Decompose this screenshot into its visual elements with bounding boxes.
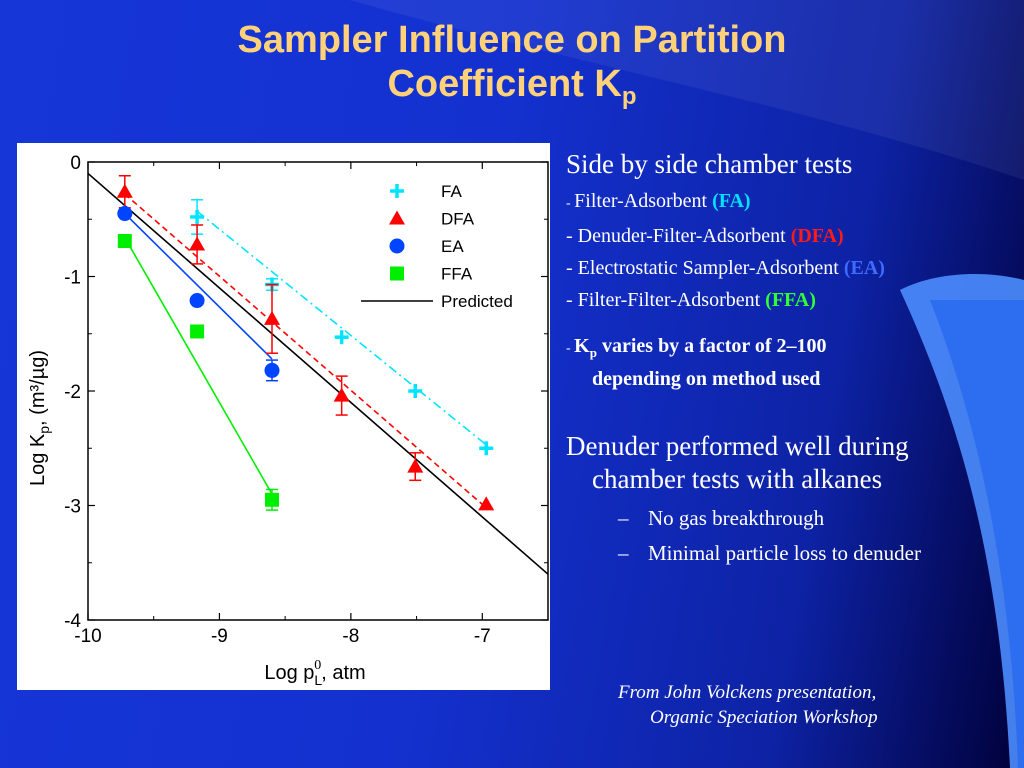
series-points — [116, 174, 495, 511]
point-dfa — [264, 310, 280, 325]
legend-label-predicted: Predicted — [441, 292, 513, 311]
title-line-2: Coefficient Kp — [150, 62, 874, 119]
x-axis-label-unit: , atm — [321, 662, 365, 684]
point-dfa — [333, 387, 350, 402]
point-ea — [117, 206, 133, 222]
plot-frame — [87, 161, 549, 621]
y-axis-label: Log Kp, (m³/µg) — [27, 350, 52, 486]
method-ea: - Electrostatic Sampler-Adsorbent (EA) — [566, 257, 885, 279]
x-tick-label: -9 — [211, 626, 228, 647]
tag-ea: (EA) — [843, 257, 885, 279]
point-fa — [190, 209, 205, 224]
sub-item-gas: – No gas breakthrough — [618, 506, 825, 530]
axis-ticks: -10 -9 -8 -7 0 -1 -2 -3 -4 — [64, 153, 548, 647]
y-tick-label: 0 — [70, 153, 81, 174]
sub-item-particle: – Minimal particle loss to denuder — [618, 541, 921, 565]
plot-border — [87, 161, 549, 621]
point-ffa — [265, 492, 279, 507]
denuder-note: Denuder performed well during chamber te… — [566, 431, 909, 494]
point-ea — [264, 362, 280, 378]
fit-line-ea — [124, 212, 273, 360]
bullet-list: Side by side chamber tests - Filter-Adso… — [566, 146, 1022, 566]
legend-label-dfa: DFA — [441, 210, 475, 229]
legend-marker-ffa — [390, 266, 404, 281]
point-dfa — [407, 458, 424, 473]
y-axis-label-sub: p — [36, 426, 52, 434]
method-ffa: - Filter-Filter-Adsorbent (FFA) — [566, 289, 816, 311]
point-ffa — [117, 234, 132, 249]
fit-line-predicted — [87, 172, 549, 575]
point-fa — [334, 330, 349, 345]
legend-marker-ea — [389, 238, 405, 254]
y-tick-label: -3 — [64, 497, 81, 518]
y-axis-label-unit: , (m³/µg) — [27, 350, 49, 426]
fit-line-fa — [196, 210, 487, 446]
tag-fa: (FA) — [712, 190, 751, 212]
legend-marker-fa — [390, 184, 404, 198]
kp-note: - Kp varies by a factor of 2–100 dependi… — [566, 335, 827, 390]
source-note: From John Volckens presentation, Organic… — [618, 682, 878, 728]
title-kp-subscript: p — [621, 83, 637, 110]
x-tick-label: -8 — [342, 626, 359, 647]
legend-label-ffa: FFA — [441, 265, 473, 284]
point-ffa — [190, 324, 205, 339]
x-tick-label: -7 — [474, 626, 491, 647]
chart-panel: -10 -9 -8 -7 0 -1 -2 -3 -4 FA DFA EA FFA Predicted L… — [17, 143, 550, 690]
series-lines — [87, 172, 549, 575]
y-tick-label: -2 — [64, 382, 81, 403]
point-fa — [408, 384, 423, 398]
fit-line-ffa — [124, 237, 273, 495]
slide-title: Sampler Influence on Partition Coefficie… — [150, 18, 874, 119]
x-tick-label: -10 — [74, 626, 101, 647]
y-tick-label: -1 — [64, 268, 81, 289]
chart: -10 -9 -8 -7 0 -1 -2 -3 -4 FA DFA EA FFA Predicted L… — [27, 153, 549, 688]
point-dfa — [189, 236, 206, 251]
fit-line-dfa — [124, 193, 487, 509]
legend: FA DFA EA FFA Predicted — [361, 182, 513, 311]
bullets-heading: Side by side chamber tests — [566, 149, 853, 179]
title-kp: Coefficient K — [387, 63, 622, 105]
x-axis-label-sub: L — [314, 672, 322, 688]
title-line-1: Sampler Influence on Partition — [237, 19, 787, 61]
legend-marker-dfa — [389, 210, 405, 225]
method-dfa: - Denuder-Filter-Adsorbent (DFA) — [566, 225, 844, 247]
point-dfa — [116, 183, 133, 198]
method-fa: - Filter-Adsorbent (FA) — [566, 190, 751, 212]
point-fa — [479, 441, 494, 456]
tag-dfa: (DFA) — [790, 225, 844, 247]
x-axis-label: Log pL0, atm — [264, 658, 365, 688]
point-ea — [189, 293, 205, 309]
tag-ffa: (FFA) — [765, 289, 816, 311]
legend-label-ea: EA — [441, 237, 464, 256]
x-axis-label-sup: 0 — [314, 658, 321, 673]
y-tick-label: -4 — [64, 611, 81, 632]
legend-label-fa: FA — [441, 182, 462, 201]
point-dfa — [478, 496, 495, 511]
